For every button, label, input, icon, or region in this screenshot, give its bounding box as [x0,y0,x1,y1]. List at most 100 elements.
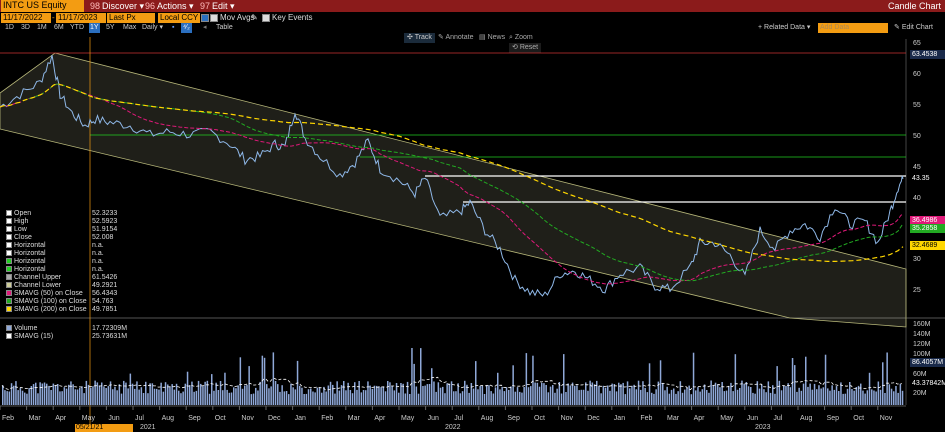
price-legend-swatch[interactable] [6,282,12,289]
volume-bar [380,387,382,405]
volume-bar [103,386,105,405]
price-legend-swatch[interactable] [6,290,12,297]
volume-bar [631,385,633,405]
menu-actions[interactable]: 96 Actions ▾ [145,1,194,11]
related-data-button[interactable]: + Related Data ▾ [758,24,811,31]
price-legend-row[interactable]: SMAVG (200) on Close 49.7851 [6,306,117,314]
price-legend-row[interactable]: Horizontal n.a. [6,266,117,274]
frequency-select[interactable]: Daily ▾ [142,24,164,31]
price-legend-row[interactable]: SMAVG (50) on Close 56.4343 [6,290,117,298]
edit-chart-button[interactable]: ✎ Edit Chart [894,24,933,31]
price-legend-swatch[interactable] [6,210,12,217]
add-data-input[interactable]: Add Data [818,23,888,33]
price-legend-row[interactable]: SMAVG (100) on Close 54.763 [6,298,117,306]
price-volume-chart[interactable] [0,37,945,432]
price-legend-swatch[interactable] [6,218,12,225]
volume-bar [226,389,228,405]
volume-bar [193,391,195,405]
volume-bar [494,387,497,405]
table-button[interactable]: Table [216,24,233,31]
price-legend-swatch[interactable] [6,234,12,241]
price-legend-swatch[interactable] [6,274,12,281]
volume-bar [589,380,591,405]
frequency-step-icon[interactable]: ⁴⁄₂ [181,23,192,33]
frequency-toggle-icon[interactable]: ▪ [172,24,175,31]
price-legend-row[interactable]: High 52.5923 [6,218,117,226]
price-legend-swatch[interactable] [6,266,12,273]
period-1d[interactable]: 1D [5,24,14,31]
volume-bar [316,387,319,405]
track-button[interactable]: ✣ Track [404,33,435,43]
mov-avgs-checkbox[interactable] [210,14,218,22]
volume-bar [422,386,424,405]
volume-bar [787,383,789,405]
price-legend-row[interactable]: Open 52.3233 [6,210,117,218]
volume-legend-swatch[interactable] [6,333,12,340]
volume-bar [59,391,61,405]
volume-bar [211,374,213,405]
price-legend-row[interactable]: Horizontal n.a. [6,258,117,266]
volume-bar [853,390,855,405]
currency-dropdown-icon[interactable] [201,14,209,22]
month-label: Mar [28,415,41,422]
price-tick-label: 40 [913,194,921,202]
volume-bar [703,384,706,405]
currency-select[interactable]: Local CCY [158,13,200,23]
key-events-checkbox[interactable] [262,14,270,22]
month-label: Nov [879,415,893,422]
price-legend-row[interactable]: Horizontal n.a. [6,242,117,250]
volume-bar [613,384,616,405]
volume-legend-swatch[interactable] [6,325,12,332]
price-legend-row[interactable]: Horizontal n.a. [6,250,117,258]
price-legend-row[interactable]: Close 52.008 [6,234,117,242]
price-legend-swatch[interactable] [6,258,12,265]
period-3d[interactable]: 3D [21,24,30,31]
end-date-field[interactable]: 11/17/2023 [56,13,106,23]
period-6m[interactable]: 6M [54,24,64,31]
zoom-button[interactable]: ⌕ Zoom [509,34,533,41]
price-legend-swatch[interactable] [6,306,12,313]
volume-bar [301,387,303,405]
volume-bar [600,393,602,405]
chart-style-icon[interactable]: ◂ [203,24,207,31]
price-legend-row[interactable]: Channel Upper 61.5426 [6,274,117,282]
ticker-field[interactable]: INTC US Equity [1,0,84,12]
start-date-field[interactable]: 11/17/2022 [1,13,51,23]
volume-legend-row[interactable]: Volume 17.72309M [6,325,127,333]
menu-edit[interactable]: 97 Edit ▾ [200,1,235,11]
volume-bar [288,394,290,405]
volume-bar [98,385,101,405]
volume-bar [640,389,642,405]
price-legend-row[interactable]: Channel Lower 49.2921 [6,282,117,290]
volume-bar [884,393,886,405]
price-legend-row[interactable]: Low 51.9154 [6,226,117,234]
period-5y[interactable]: 5Y [106,24,115,31]
period-max[interactable]: Max [123,24,137,31]
price-legend-swatch[interactable] [6,298,12,305]
volume-legend-row[interactable]: SMAVG (15) 25.73631M [6,333,127,341]
volume-bar [162,391,165,405]
period-ytd[interactable]: YTD [70,24,84,31]
volume-bar [662,382,664,405]
pencil-icon[interactable]: ✎ [251,13,258,22]
volume-bar [699,391,701,405]
price-tick-label: 50 [913,132,921,140]
period-1y[interactable]: 1Y [89,23,100,33]
field-select[interactable]: Last Px [107,13,155,23]
volume-bar [888,384,891,405]
volume-bar [307,389,310,405]
menu-discover[interactable]: 98 Discover ▾ [90,1,145,11]
price-legend-swatch[interactable] [6,250,12,257]
period-1m[interactable]: 1M [37,24,47,31]
month-label: Jun [427,415,439,422]
news-button[interactable]: ▤ News [479,34,506,41]
price-legend-swatch[interactable] [6,242,12,249]
reset-button[interactable]: ⟲ Reset [509,43,542,53]
price-legend-swatch[interactable] [6,226,12,233]
volume-bar [536,382,539,405]
volume-bar [393,390,396,405]
annotate-button[interactable]: ✎ Annotate [438,34,474,41]
volume-bar [871,389,873,405]
volume-bar [637,380,640,405]
volume-bar [318,387,321,405]
